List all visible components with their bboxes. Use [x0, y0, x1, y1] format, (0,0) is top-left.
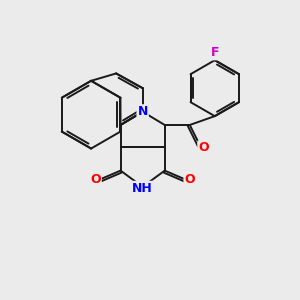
- Text: O: O: [198, 141, 209, 154]
- Text: O: O: [90, 173, 101, 186]
- Text: O: O: [184, 173, 195, 186]
- Text: NH: NH: [132, 182, 153, 195]
- Text: N: N: [137, 105, 148, 118]
- Text: F: F: [211, 46, 219, 59]
